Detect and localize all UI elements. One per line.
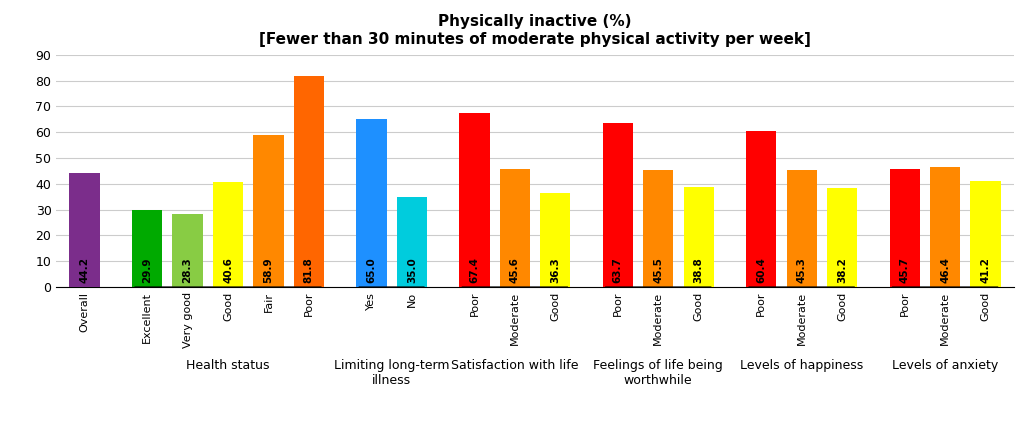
Text: Limiting long-term
illness: Limiting long-term illness <box>334 359 450 387</box>
Bar <box>213 182 243 287</box>
Text: 44.2: 44.2 <box>80 257 89 283</box>
Bar <box>930 167 961 287</box>
Bar <box>540 193 570 287</box>
Text: 45.3: 45.3 <box>797 257 807 283</box>
Text: 58.9: 58.9 <box>263 257 273 283</box>
Text: 67.4: 67.4 <box>469 257 479 283</box>
Text: 45.5: 45.5 <box>653 257 664 283</box>
Text: 60.4: 60.4 <box>757 257 766 283</box>
Bar <box>132 210 163 287</box>
Text: 35.0: 35.0 <box>407 257 417 283</box>
Text: 29.9: 29.9 <box>142 257 153 283</box>
Text: Feelings of life being
worthwhile: Feelings of life being worthwhile <box>593 359 723 387</box>
Text: 45.6: 45.6 <box>510 257 520 283</box>
Text: 81.8: 81.8 <box>304 257 313 283</box>
Bar <box>890 169 920 287</box>
Text: 38.2: 38.2 <box>837 257 847 283</box>
Text: Satisfaction with life: Satisfaction with life <box>452 359 579 372</box>
Bar <box>603 123 633 287</box>
Bar <box>70 173 99 287</box>
Text: 63.7: 63.7 <box>612 257 623 283</box>
Bar <box>460 113 489 287</box>
Bar <box>827 189 857 287</box>
Bar <box>253 135 284 287</box>
Bar <box>746 131 776 287</box>
Bar <box>683 187 714 287</box>
Bar <box>971 181 1000 287</box>
Bar <box>500 169 530 287</box>
Text: 46.4: 46.4 <box>940 257 950 283</box>
Text: 40.6: 40.6 <box>223 257 233 283</box>
Text: 38.8: 38.8 <box>693 257 703 283</box>
Bar <box>396 197 427 287</box>
Bar <box>172 214 203 287</box>
Bar <box>294 76 324 287</box>
Text: 36.3: 36.3 <box>550 257 560 283</box>
Text: 45.7: 45.7 <box>900 257 909 283</box>
Text: 28.3: 28.3 <box>182 257 193 283</box>
Bar <box>643 170 674 287</box>
Text: Levels of happiness: Levels of happiness <box>740 359 863 372</box>
Text: 65.0: 65.0 <box>367 257 377 283</box>
Bar <box>356 119 387 287</box>
Text: Levels of anxiety: Levels of anxiety <box>892 359 998 372</box>
Title: Physically inactive (%)
[Fewer than 30 minutes of moderate physical activity per: Physically inactive (%) [Fewer than 30 m… <box>259 14 811 47</box>
Bar <box>786 170 817 287</box>
Text: 41.2: 41.2 <box>981 257 990 283</box>
Text: Health status: Health status <box>186 359 269 372</box>
